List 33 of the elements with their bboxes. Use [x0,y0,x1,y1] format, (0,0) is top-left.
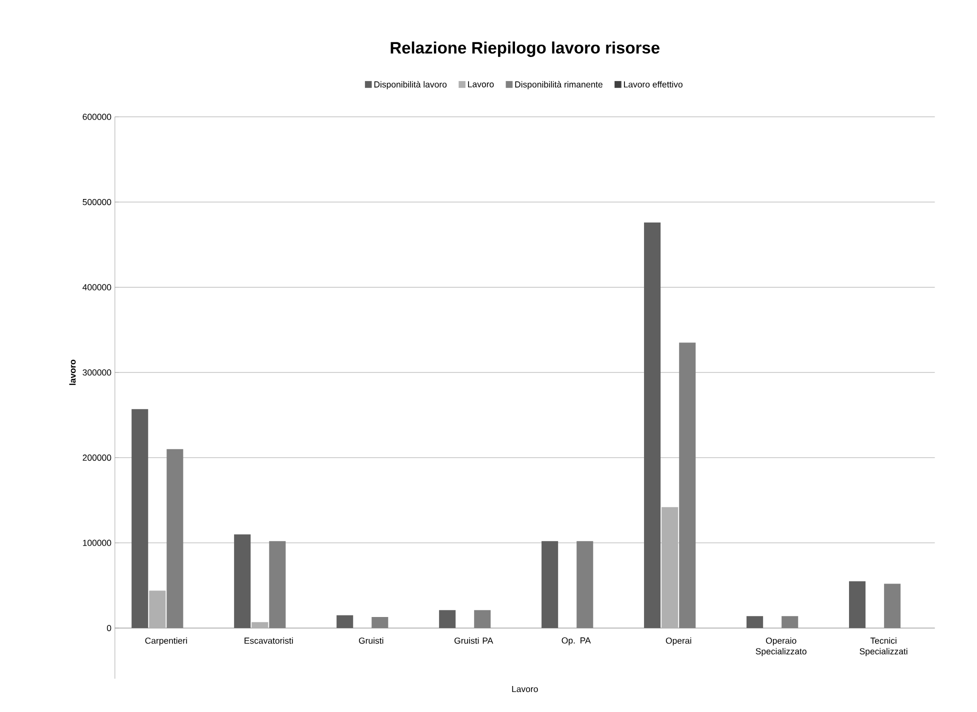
x-tick-label: Escavatoristi [244,637,293,644]
y-tick-label: 200000 [82,454,112,461]
y-tick-label: 0 [106,625,112,632]
bar [234,534,251,628]
x-tick-label: Operai [666,637,692,646]
legend-label: Disponibilità rimanente [515,81,602,90]
chart-title: Relazione Riepilogo lavoro risorse [390,42,660,58]
bar [336,615,354,628]
x-tick-label: Operaio Specializzato [756,637,806,656]
y-tick-label: 300000 [82,369,112,376]
x-tick-label: Gruisti PA [454,637,494,644]
x-tick-label: Tecnici Specializzati [860,637,908,656]
bar [849,581,866,628]
x-tick-label: Gruisti [358,637,384,644]
y-tick-label: 600000 [82,114,112,120]
y-axis-title: lavoro [69,360,76,386]
x-tick-label: Carpentieri [145,637,187,646]
bar [746,616,764,628]
y-tick-label: 500000 [82,199,112,206]
bar [542,541,558,628]
bar [439,610,456,628]
legend-label: Lavoro [468,81,494,88]
bar [644,222,661,628]
y-tick-label: 100000 [83,540,112,546]
bar [662,507,678,628]
legend-label: Disponibilità lavoro [374,81,447,90]
bar [132,409,148,628]
legend-label: Lavoro effettivo [624,81,682,88]
bar [149,590,166,628]
bar [252,622,268,628]
x-axis-title: Lavoro [512,686,538,692]
x-tick-label: Op. PA [562,637,591,646]
y-tick-label: 400000 [82,284,112,290]
